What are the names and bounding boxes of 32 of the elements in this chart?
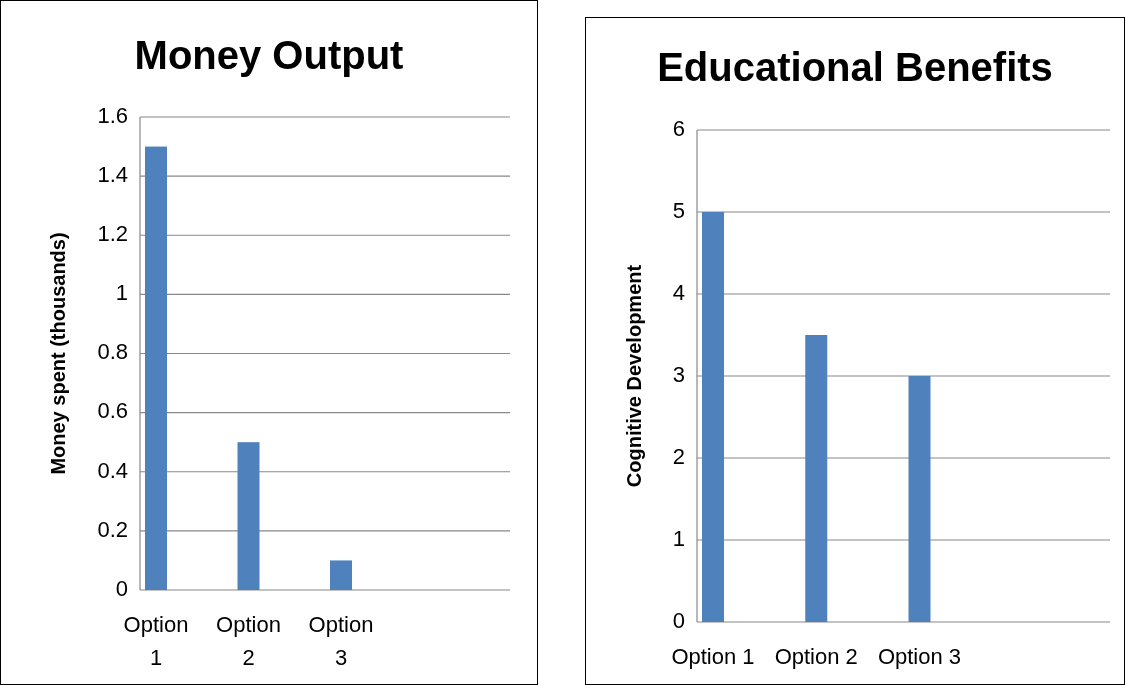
y-tick-label: 1 [115, 280, 128, 306]
bar [330, 560, 352, 590]
y-tick-label: 4 [672, 279, 685, 305]
x-tick-label: Option 2 [774, 644, 858, 669]
x-tick-label: Option 2 [216, 612, 281, 670]
y-tick-label: 5 [672, 197, 685, 223]
bar [237, 442, 260, 590]
y-tick-label: 0 [672, 607, 685, 633]
y-tick-label: 3 [672, 361, 685, 387]
bar [145, 146, 167, 590]
y-axis-title: Cognitive Development [623, 264, 646, 488]
bar [805, 335, 828, 622]
x-tick-label: Option 3 [308, 612, 374, 670]
y-tick-label: 2 [672, 443, 685, 469]
y-tick-label: 0.2 [97, 516, 128, 542]
y-tick-label: 0.6 [97, 398, 128, 424]
x-tick-label: Option 1 [123, 612, 189, 670]
y-tick-label: 1 [672, 525, 685, 551]
y-tick-label: 0 [115, 575, 128, 601]
y-tick-label: 0.8 [97, 339, 128, 365]
y-tick-label: 1.4 [97, 161, 128, 187]
y-axis-title: Money spent (thousands) [47, 232, 70, 475]
y-tick-label: 1.2 [97, 221, 128, 247]
x-tick-label: Option 3 [877, 644, 962, 669]
y-tick-label: 0.4 [97, 457, 128, 483]
x-tick-label: Option 1 [671, 644, 755, 669]
bar [908, 376, 931, 622]
y-tick-label: 1.6 [97, 102, 128, 128]
chart-title: Money Output [134, 32, 404, 77]
bar [702, 212, 724, 622]
y-tick-label: 6 [672, 115, 685, 141]
chart-title: Educational Benefits [657, 44, 1053, 89]
